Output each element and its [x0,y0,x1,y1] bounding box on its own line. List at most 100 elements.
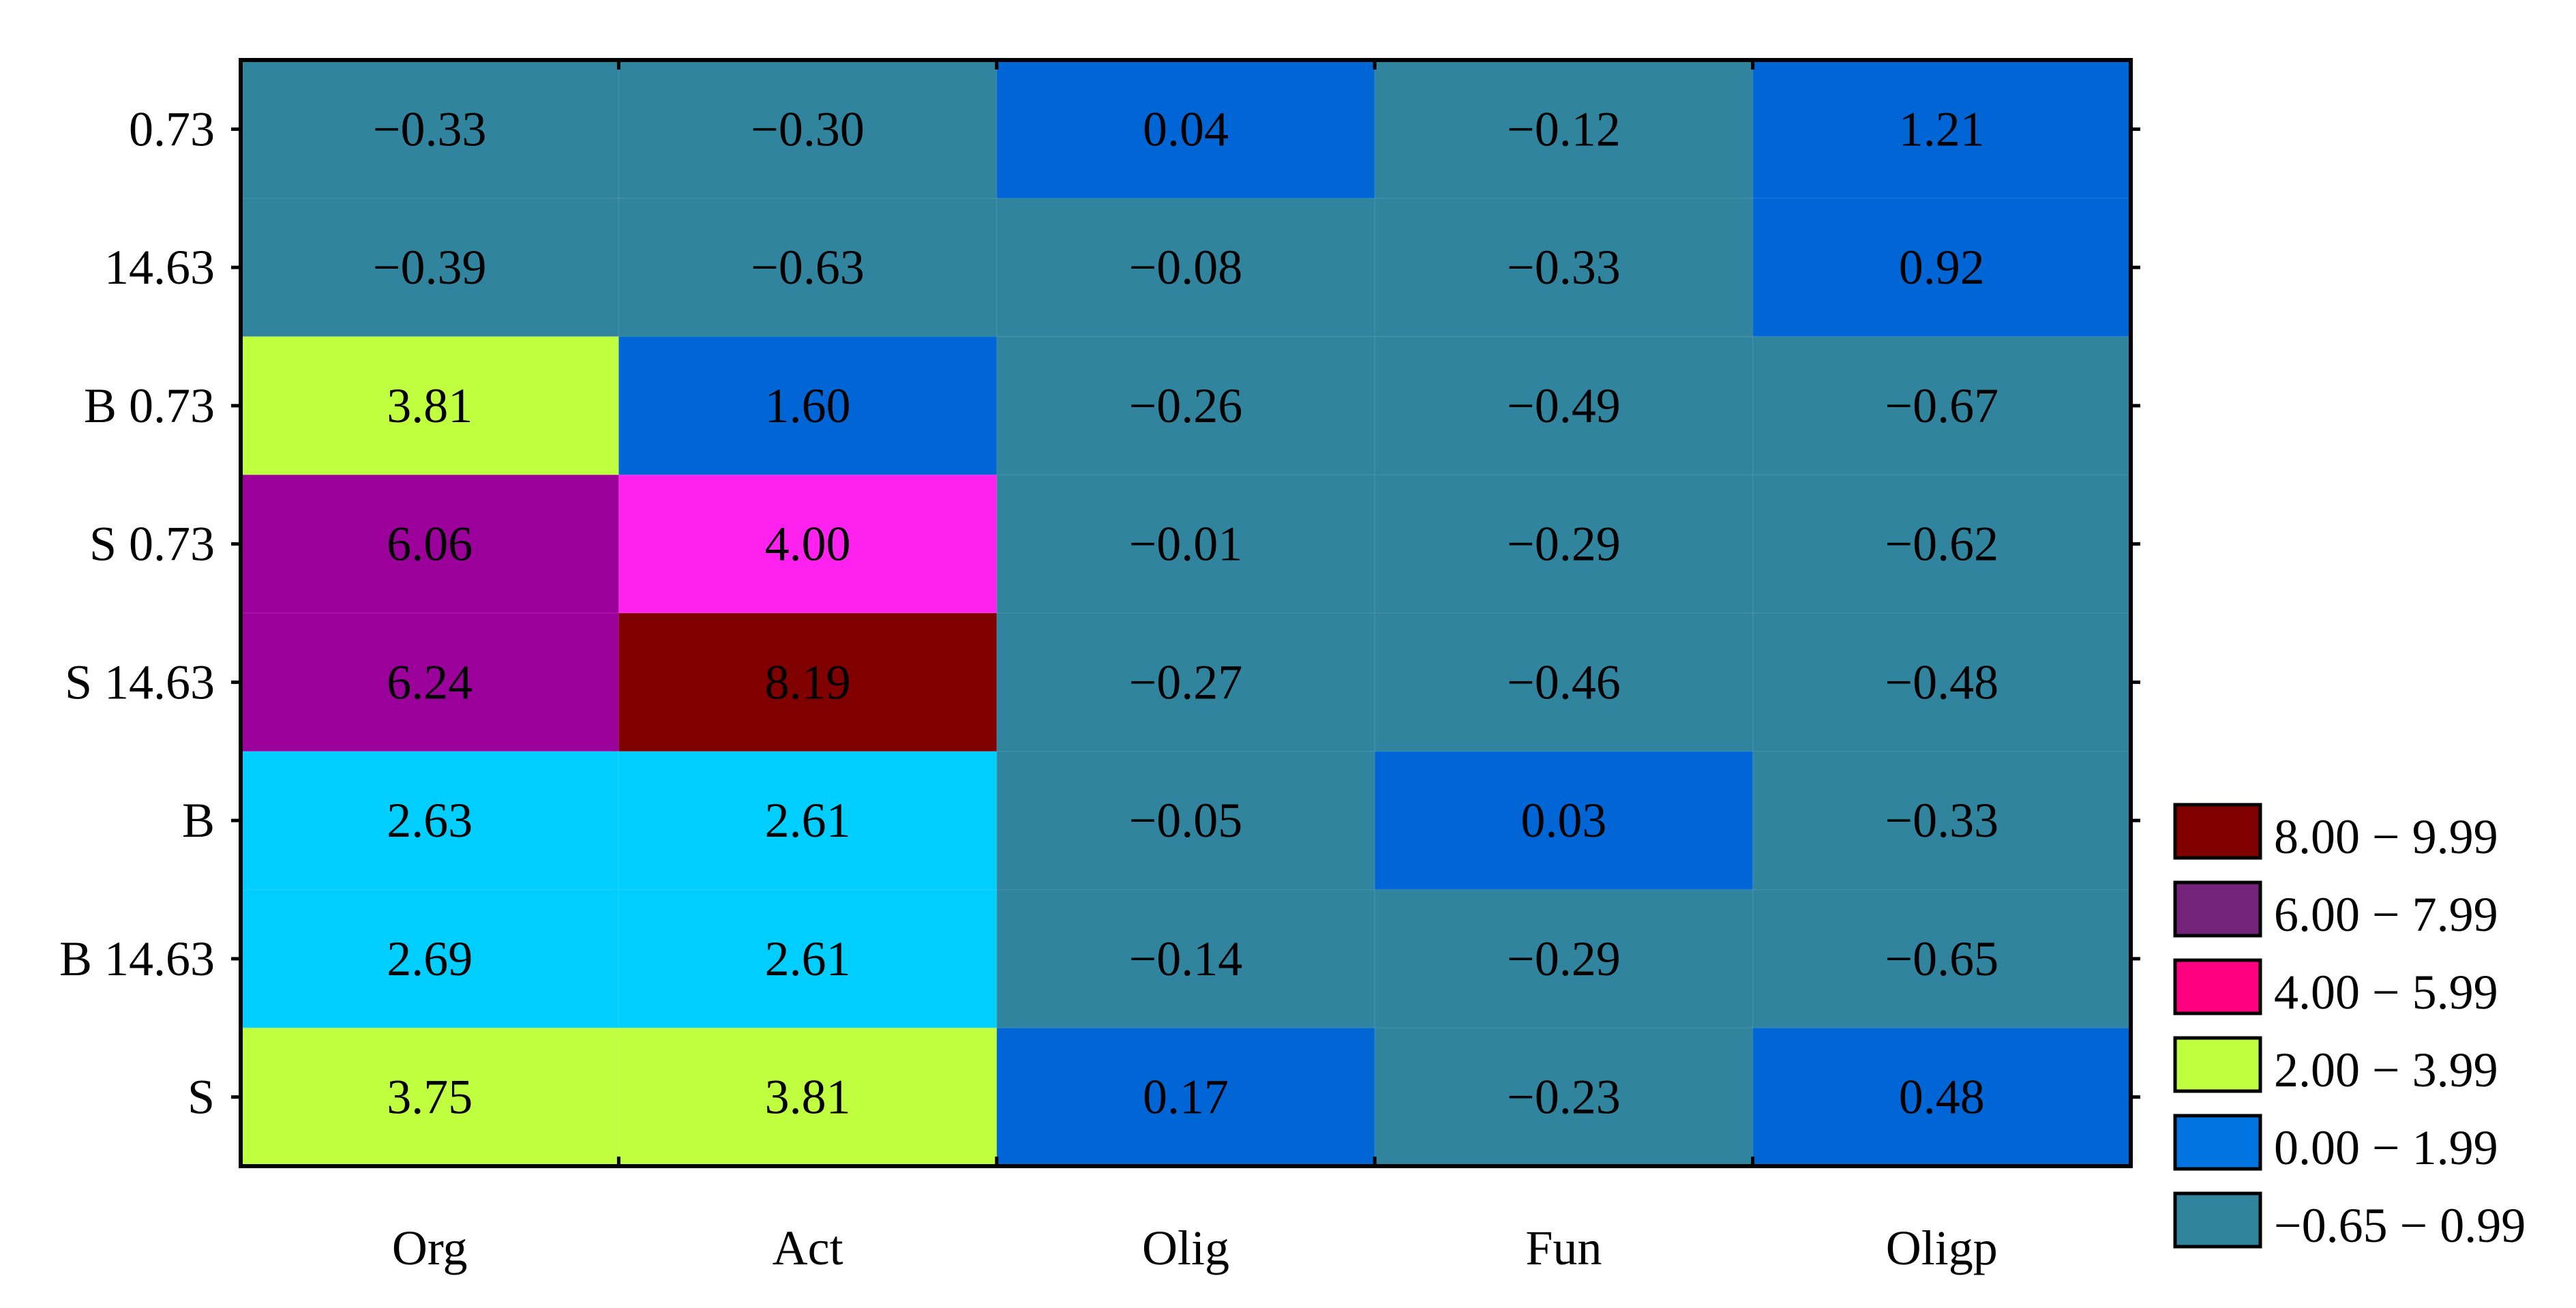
legend-label: 8.00 − 9.99 [2274,809,2498,864]
cell-value-label: 4.00 [765,517,851,571]
legend: 8.00 − 9.99 6.00 − 7.99 4.00 − 5.99 2.00 − … [2173,803,2526,1253]
heatmap-cell [1752,197,2132,338]
heatmap-cell [1752,1027,2132,1168]
heatmap-cell [995,1027,1376,1168]
cell-value-label: −0.63 [751,240,865,295]
heatmap-cell [618,1027,998,1168]
legend-label: 4.00 − 5.99 [2274,965,2498,1020]
legend-label: 6.00 − 7.99 [2274,887,2498,942]
row-tick-label: B [182,793,215,848]
legend-label: 2.00 − 3.99 [2274,1043,2498,1097]
row-tick-labels: 0.73 14.63 B 0.73 S 0.73 S 14.63 B B 14.63 S [59,102,215,1124]
cell-value-label: −0.46 [1507,655,1621,709]
cell-value-label: −0.30 [751,102,865,156]
heatmap-cell [1374,750,1754,891]
column-tick-label: Olig [1142,1221,1229,1275]
heatmap-cell [1752,612,2132,753]
legend-swatch [2173,803,2262,860]
cell-value-label: −0.62 [1885,517,1998,571]
heatmap-cell [1374,889,1754,1029]
cell-value-label: 2.69 [387,932,473,986]
heatmap-cell [618,197,998,338]
heatmap-cell [1752,59,2132,200]
cell-value-label: −0.33 [1885,793,1998,848]
heatmap-cell [995,750,1376,891]
heatmap-cell [240,1027,620,1168]
cell-value-label: 6.24 [387,655,473,709]
heatmap-cell [995,197,1376,338]
legend-label: 0.00 − 1.99 [2274,1120,2498,1175]
cell-value-label: −0.33 [373,102,487,156]
cell-value-label: 0.48 [1899,1070,1985,1125]
cell-value-label: −0.08 [1129,240,1243,295]
heatmap-cell [1752,336,2132,476]
cell-value-label: −0.23 [1507,1070,1621,1125]
cell-value-label: 0.17 [1143,1070,1229,1125]
cell-value-label: 6.06 [387,517,473,571]
heatmap-cell [240,889,620,1029]
cell-value-label: 0.04 [1143,102,1229,156]
legend-swatch [2173,880,2262,938]
cell-value-label: −0.65 [1885,932,1998,986]
row-tick-label: B 14.63 [59,932,215,986]
row-tick-label: S 0.73 [89,517,215,571]
heatmap-cell [618,59,998,200]
row-tick-label: B 0.73 [84,378,215,433]
heatmap-cell [1752,889,2132,1029]
cell-value-label: 2.61 [765,793,851,848]
heatmap-cell [995,336,1376,476]
row-tick-label: 14.63 [104,240,215,295]
cell-value-label: 0.92 [1899,240,1985,295]
cell-value-label: −0.26 [1129,378,1243,433]
heatmap-cells [240,59,2132,1168]
heatmap-cell [1374,474,1754,614]
cell-value-label: −0.39 [373,240,487,295]
cell-value-label: 8.19 [765,655,851,709]
row-tick-label: S 14.63 [65,655,215,709]
heatmap-cell [1374,336,1754,476]
legend-label: −0.65 − 0.99 [2274,1198,2526,1253]
cell-value-label: −0.33 [1507,240,1621,295]
heatmap-cell [1374,59,1754,200]
cell-value-labels: −0.33 −0.30 0.04 −0.12 1.21 −0.39 −0.63 −0.08 −0… [373,102,1998,1124]
cell-value-label: −0.12 [1507,102,1621,156]
heatmap-cell [618,336,998,476]
heatmap-cell [995,474,1376,614]
heatmap-cell [618,474,998,614]
cell-value-label: −0.27 [1129,655,1243,709]
cell-value-label: 3.81 [765,1070,851,1125]
legend-swatch [2173,958,2262,1015]
column-tick-label: Act [773,1221,843,1275]
cell-value-label: 1.21 [1899,102,1985,156]
cell-value-label: 0.03 [1521,793,1606,848]
cell-value-label: −0.01 [1129,517,1243,571]
cell-value-label: −0.49 [1507,378,1621,433]
legend-swatch [2173,1191,2262,1249]
heatmap-cell [1752,474,2132,614]
heatmap-cell [618,612,998,753]
heatmap-cell [618,750,998,891]
cell-value-label: 2.61 [765,932,851,986]
column-tick-label: Fun [1525,1221,1602,1275]
cell-value-label: −0.29 [1507,517,1621,571]
row-tick-label: 0.73 [129,102,215,156]
plot-frame [239,58,2133,1168]
cell-value-label: −0.67 [1885,378,1998,433]
column-tick-label: Org [392,1221,468,1275]
row-tick-label: S [188,1070,215,1125]
heatmap-cell [240,59,620,200]
cell-value-label: 3.75 [387,1070,473,1125]
cell-value-label: 3.81 [387,378,473,433]
heatmap-cell [995,612,1376,753]
cell-value-label: 1.60 [765,378,851,433]
column-tick-labels: Org Act Olig Fun Oligp [392,1221,1998,1275]
cell-value-label: −0.14 [1129,932,1243,986]
legend-swatch [2173,1036,2262,1093]
cell-value-label: −0.48 [1885,655,1998,709]
cell-value-label: −0.29 [1507,932,1621,986]
legend-swatch [2173,1114,2262,1171]
heatmap-cell [240,612,620,753]
cell-value-label: 2.63 [387,793,473,848]
cell-value-label: −0.05 [1129,793,1243,848]
